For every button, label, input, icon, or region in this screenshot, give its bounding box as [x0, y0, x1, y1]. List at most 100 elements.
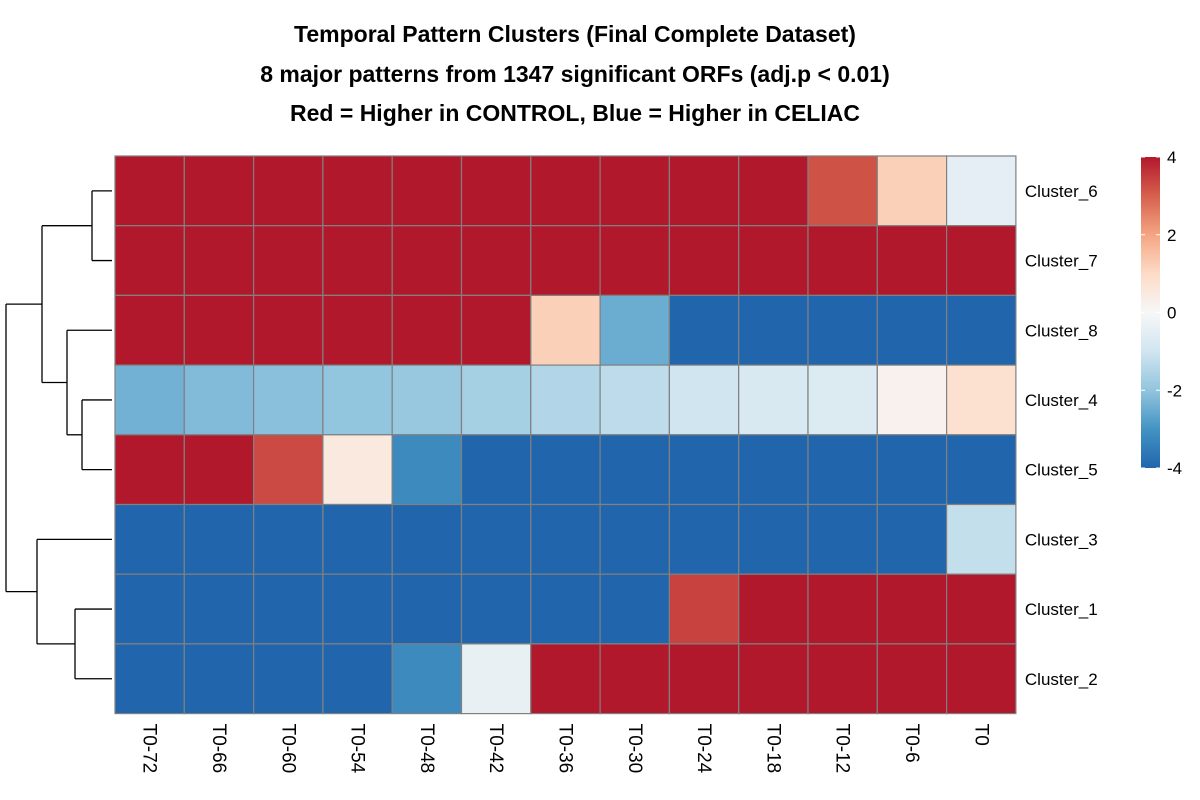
- chart-subtitle-2: Red = Higher in CONTROL, Blue = Higher i…: [290, 100, 860, 126]
- heatmap-cell: [945, 573, 1017, 645]
- legend-tick-label: 2: [1167, 226, 1176, 245]
- row-label: Cluster_8: [1025, 321, 1098, 340]
- column-label: T0-30: [624, 724, 645, 774]
- heatmap-cell: [945, 155, 1017, 227]
- legend-tick-label: 0: [1167, 304, 1176, 323]
- column-label: T0-48: [416, 724, 437, 774]
- heatmap-cell: [945, 434, 1017, 506]
- heatmap-cell: [183, 503, 255, 575]
- heatmap-cell: [945, 643, 1017, 715]
- heatmap-cell: [876, 643, 948, 715]
- heatmap-cell: [807, 364, 878, 436]
- heatmap-cell: [253, 155, 324, 227]
- heatmap-cell: [183, 155, 255, 227]
- heatmap-cell: [460, 503, 532, 575]
- heatmap-cell: [183, 643, 255, 715]
- heatmap-cell: [807, 434, 878, 506]
- heatmap-cell: [530, 225, 601, 296]
- heatmap-cell: [945, 364, 1017, 436]
- heatmap-cell: [391, 573, 463, 645]
- heatmap-cell: [738, 364, 809, 436]
- heatmap-cell: [322, 294, 393, 366]
- heatmap-cell: [114, 155, 185, 227]
- heatmap-cell: [114, 364, 185, 436]
- heatmap-cell: [253, 573, 324, 645]
- heatmap-cell: [460, 225, 532, 296]
- heatmap-cell: [599, 155, 670, 227]
- heatmap-cell: [599, 225, 670, 296]
- heatmap-cell: [668, 434, 740, 506]
- column-label: T0-18: [762, 724, 783, 774]
- chart-title: Temporal Pattern Clusters (Final Complet…: [294, 21, 856, 47]
- heatmap-cell: [530, 643, 601, 715]
- heatmap-cell: [391, 643, 463, 715]
- heatmap-cell: [668, 573, 740, 645]
- column-label: T0-60: [277, 724, 298, 774]
- legend-tick-label: -4: [1167, 459, 1182, 478]
- heatmap-cell: [322, 573, 393, 645]
- heatmap-cell: [738, 503, 809, 575]
- heatmap-cell: [668, 225, 740, 296]
- heatmap-cell: [183, 364, 255, 436]
- heatmap-cell: [945, 294, 1017, 366]
- row-dendrogram: [5, 190, 112, 680]
- heatmap-cell: [738, 573, 809, 645]
- heatmap-cell: [183, 294, 255, 366]
- heatmap-cell: [599, 434, 670, 506]
- heatmap-cell: [114, 294, 185, 366]
- heatmap-cell: [183, 434, 255, 506]
- heatmap-cell: [391, 434, 463, 506]
- heatmap-cell: [530, 294, 601, 366]
- heatmap-cell: [599, 573, 670, 645]
- heatmap-cell: [322, 364, 393, 436]
- legend-tick-label: -2: [1167, 381, 1182, 400]
- heatmap-cell: [183, 573, 255, 645]
- heatmap-cell: [460, 434, 532, 506]
- heatmap-cell: [668, 643, 740, 715]
- heatmap-cell: [599, 643, 670, 715]
- row-label: Cluster_6: [1025, 182, 1098, 201]
- heatmap-cell: [876, 155, 948, 227]
- column-label: T0-6: [901, 724, 922, 763]
- heatmap-cell: [530, 364, 601, 436]
- heatmap-cell: [876, 434, 948, 506]
- heatmap-cell: [738, 643, 809, 715]
- column-label: T0-12: [832, 724, 853, 774]
- heatmap-cell: [114, 643, 185, 715]
- heatmap-cell: [391, 225, 463, 296]
- heatmap-cell: [253, 643, 324, 715]
- heatmap-cell: [945, 225, 1017, 296]
- heatmap-cell: [460, 155, 532, 227]
- row-label: Cluster_4: [1025, 391, 1098, 410]
- heatmap-cell: [114, 573, 185, 645]
- heatmap-cell: [599, 503, 670, 575]
- heatmap-cell: [668, 503, 740, 575]
- heatmap-cell: [599, 294, 670, 366]
- heatmap-cell: [391, 155, 463, 227]
- heatmap-cell: [668, 364, 740, 436]
- column-labels: T0-72 T0-66 T0-60 T0-54 T0-48 T0-42 T0-36 T0-30…: [139, 724, 992, 774]
- column-label: T0-54: [347, 724, 368, 774]
- row-label: Cluster_7: [1025, 252, 1098, 271]
- heatmap-cell: [530, 573, 601, 645]
- heatmap-cell: [807, 225, 878, 296]
- heatmap-cell: [738, 434, 809, 506]
- heatmap-cell: [876, 503, 948, 575]
- heatmap-cell: [322, 503, 393, 575]
- row-label: Cluster_1: [1025, 600, 1098, 619]
- heatmap-cell: [322, 643, 393, 715]
- column-label: T0: [970, 724, 991, 746]
- row-label: Cluster_2: [1025, 670, 1098, 689]
- legend-tick-label: 4: [1167, 148, 1176, 167]
- chart-subtitle: 8 major patterns from 1347 significant O…: [260, 61, 890, 87]
- color-legend: 4 2 0 -2 -4: [1141, 148, 1182, 478]
- heatmap-cell: [322, 225, 393, 296]
- heatmap-cell: [114, 503, 185, 575]
- heatmap-cell: [322, 434, 393, 506]
- heatmap-cell: [876, 573, 948, 645]
- heatmap-cell: [807, 155, 878, 227]
- row-label: Cluster_3: [1025, 530, 1098, 549]
- heatmap-cell: [530, 155, 601, 227]
- heatmap-cell: [876, 294, 948, 366]
- heatmap-cell: [460, 294, 532, 366]
